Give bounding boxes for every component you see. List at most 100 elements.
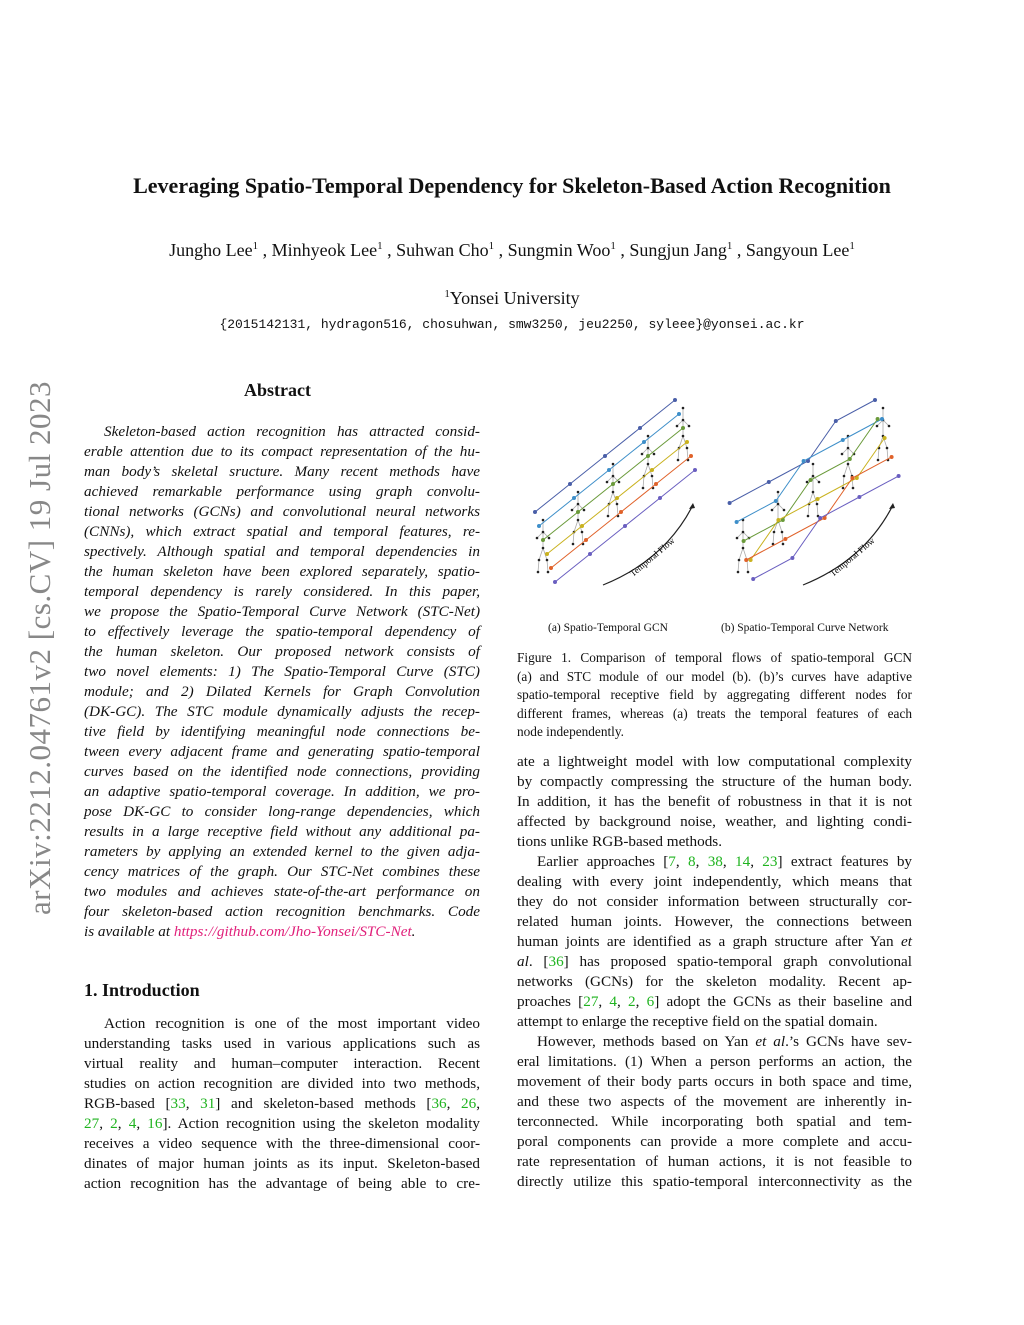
- citation-link[interactable]: 16: [147, 1115, 163, 1132]
- skeleton-joint: [541, 518, 545, 522]
- citation-link[interactable]: 36: [431, 1095, 447, 1112]
- text-line: poral components can provide a more comp…: [517, 1133, 912, 1150]
- citation-link[interactable]: 6: [646, 993, 655, 1010]
- arrow-head-icon: [689, 503, 695, 509]
- text-line: dealing with every joint independently, …: [517, 873, 912, 890]
- skeleton-bone: [843, 463, 849, 477]
- citation-link[interactable]: 27: [84, 1115, 100, 1132]
- skeleton-bone: [577, 503, 585, 511]
- citation-link[interactable]: 38: [707, 853, 723, 870]
- skeleton-bone: [571, 503, 579, 511]
- skeleton-joint: [840, 452, 844, 456]
- text-line: the human skeleton have been explored se…: [84, 563, 480, 580]
- abstract-body: Skeleton-based action recognition has at…: [84, 422, 480, 942]
- code-link[interactable]: https://github.com/Jho-Yonsei/STC-Net: [173, 923, 412, 940]
- temporal-link: [752, 475, 899, 580]
- skeleton-joint: [605, 480, 609, 484]
- skeleton-joint: [611, 462, 615, 466]
- text-line: tional networks (GCNs) and convolutional…: [84, 503, 480, 520]
- arxiv-identifier: arXiv:2212.04761v2 [cs.CV] 19 Jul 2023: [22, 381, 57, 915]
- citation-link[interactable]: 23: [762, 853, 778, 870]
- citation-link[interactable]: 33: [170, 1095, 186, 1112]
- text-line: understanding tasks used in various appl…: [84, 1035, 480, 1052]
- skeleton-joint: [875, 424, 879, 428]
- skeleton-joint: [811, 474, 815, 478]
- skeleton-joint: [736, 570, 740, 574]
- italic-text: al: [517, 953, 529, 970]
- author-affiliation-mark: 1: [610, 240, 616, 252]
- text-line: erable attention due to its compact repr…: [84, 443, 480, 460]
- temporal-flow-arrow: [802, 504, 894, 586]
- skeleton-bone: [816, 503, 819, 517]
- skeleton-joint: [646, 462, 650, 466]
- citation-link[interactable]: 27: [583, 993, 599, 1010]
- skeleton-joint: [611, 474, 615, 478]
- section-heading-introduction: 1. Introduction: [84, 980, 200, 1000]
- skeleton-joint: [741, 546, 745, 550]
- text-line: different frames, whereas (a) treats the…: [517, 705, 912, 721]
- text-line: Skeleton-based action recognition has at…: [104, 423, 480, 440]
- author-emails: {2015142131, hydragon516, chosuhwan, smw…: [219, 317, 805, 332]
- citation-link[interactable]: 36: [548, 953, 564, 970]
- joint-node: [734, 520, 739, 524]
- skeleton-bone: [546, 559, 549, 573]
- text-line: al. [36] has proposed spatio-temporal gr…: [517, 953, 912, 970]
- skeleton-joint: [571, 542, 575, 546]
- skeleton-bone: [641, 447, 649, 455]
- skeleton-joint: [811, 462, 815, 466]
- skeleton-joint: [545, 558, 549, 562]
- author-name: Sungjun Jang: [629, 240, 727, 260]
- skeleton-joint: [780, 530, 784, 534]
- skeleton-bone: [573, 519, 579, 533]
- text-line: and these two aspects of the movement ar…: [517, 1093, 912, 1110]
- skeleton-bone: [608, 491, 614, 505]
- skeleton-joint: [685, 446, 689, 450]
- citation-link[interactable]: 2: [628, 993, 636, 1010]
- text-line: curves based on the identified node conn…: [84, 763, 480, 780]
- author-name: Sangyoun Lee: [745, 240, 850, 260]
- author-list: Jungho Lee1 , Minhyeok Lee1 , Suhwan Cho…: [169, 240, 855, 260]
- skeleton-joint: [881, 406, 885, 410]
- citation-link[interactable]: 26: [461, 1095, 477, 1112]
- temporal-link: [546, 441, 688, 555]
- skeleton-joint: [615, 502, 619, 506]
- author-name: Suhwan Cho: [396, 240, 489, 260]
- temporal-link: [538, 413, 680, 527]
- skeleton-joint: [641, 486, 645, 490]
- text-line: two novel elements: 1) The Spatio-Tempor…: [84, 663, 480, 680]
- citation-link[interactable]: 2: [110, 1115, 118, 1132]
- citation-link[interactable]: 7: [668, 853, 676, 870]
- text-line: four skeleton-based action recognition b…: [84, 903, 480, 920]
- citation-link[interactable]: 4: [128, 1115, 137, 1132]
- temporal-link: [542, 427, 684, 541]
- text-line: spatio-temporal receptive field by aggre…: [517, 687, 912, 702]
- temporal-link: [743, 418, 879, 542]
- skeleton-bone: [781, 531, 784, 545]
- skeleton-joint: [606, 514, 610, 518]
- affiliation: 1Yonsei University: [0, 288, 1024, 309]
- skeleton-bone: [643, 463, 649, 477]
- text-line: RGB-based [33, 31] and skeleton-based me…: [84, 1095, 480, 1112]
- figure-subcaption-b: (b) Spatio-Temporal Curve Network: [721, 622, 889, 634]
- citation-link[interactable]: 4: [609, 993, 618, 1010]
- skeleton-bone: [877, 447, 880, 461]
- skeleton-joint: [576, 518, 580, 522]
- temporal-link: [550, 455, 692, 569]
- text-line: we propose the Spatio-Temporal Curve Net…: [84, 603, 480, 620]
- author-name: Minhyeok Lee: [271, 240, 378, 260]
- skeleton-bone: [738, 547, 744, 561]
- citation-link[interactable]: 31: [200, 1095, 216, 1112]
- skeleton-joint: [676, 458, 680, 462]
- text-line: 27, 2, 4, 16]. Action recognition using …: [84, 1115, 481, 1132]
- skeleton-joint: [582, 508, 586, 512]
- citation-link[interactable]: 8: [688, 853, 696, 870]
- citation-link[interactable]: 14: [735, 853, 751, 870]
- skeleton-bone: [682, 419, 690, 427]
- text-line: studies on action recognition are divide…: [84, 1075, 480, 1092]
- text-line: terconnected. While incorporating both s…: [517, 1113, 912, 1130]
- text-line: action recognition has the advantage of …: [84, 1175, 480, 1192]
- skeleton-bone: [642, 475, 645, 489]
- skeleton-joint: [776, 502, 780, 506]
- skeleton-bone: [607, 503, 610, 517]
